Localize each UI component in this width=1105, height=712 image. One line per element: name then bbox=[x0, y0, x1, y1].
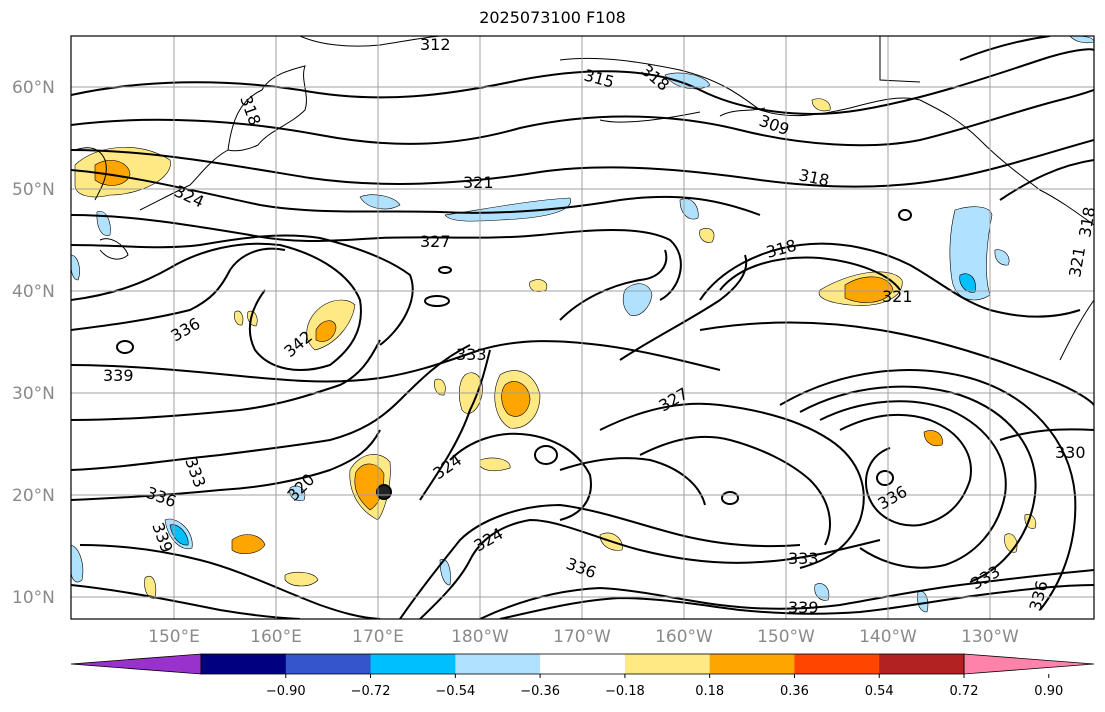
contour-label: 333 bbox=[788, 549, 819, 568]
lat-label: 50°N bbox=[12, 180, 55, 200]
colorbar-label: 0.36 bbox=[780, 684, 809, 699]
colorbar-swatch bbox=[370, 654, 456, 674]
colorbar-label: 0.54 bbox=[865, 684, 894, 699]
colorbar-label: −0.18 bbox=[605, 684, 645, 699]
lon-label: 160°W bbox=[655, 627, 713, 647]
lon-label: 140°W bbox=[859, 627, 917, 647]
contour-label: 333 bbox=[456, 345, 487, 364]
lon-label: 160°E bbox=[250, 627, 302, 647]
colorbar-swatch bbox=[285, 654, 372, 674]
lat-label: 20°N bbox=[12, 486, 55, 506]
colorbar-label: −0.90 bbox=[266, 684, 306, 699]
colorbar-label: 0.18 bbox=[695, 684, 724, 699]
contour-label: 330 bbox=[1055, 443, 1086, 462]
colorbar-extend-high bbox=[963, 653, 1095, 675]
lat-label: 40°N bbox=[12, 282, 55, 302]
contour-label: 327 bbox=[420, 232, 451, 251]
colorbar-swatch bbox=[709, 654, 795, 674]
contour-label: 321 bbox=[463, 173, 494, 192]
colorbar-label: −0.72 bbox=[351, 684, 391, 699]
colorbar-label: −0.54 bbox=[435, 684, 475, 699]
lon-label: 150°E bbox=[148, 627, 200, 647]
longitude-labels: 150°E 160°E 170°E 180°W 170°W 160°W 150°… bbox=[148, 627, 1019, 647]
colorbar-swatch bbox=[794, 654, 880, 674]
lon-label: 180°W bbox=[451, 627, 509, 647]
colorbar-swatch bbox=[201, 654, 287, 674]
latitude-labels: 60°N 50°N 40°N 30°N 20°N 10°N bbox=[12, 78, 55, 608]
contour-label: 318 bbox=[1075, 205, 1099, 238]
lat-label: 60°N bbox=[12, 78, 55, 98]
contour-label: 339 bbox=[103, 366, 134, 385]
contour-label: 312 bbox=[420, 35, 451, 54]
colorbar-swatch bbox=[540, 654, 626, 674]
colorbar-label: 0.72 bbox=[950, 684, 979, 699]
shaded-field bbox=[71, 36, 1094, 613]
colorbar-label: 0.90 bbox=[1034, 684, 1063, 699]
lat-label: 10°N bbox=[12, 588, 55, 608]
lon-label: 170°E bbox=[352, 627, 404, 647]
lon-label: 130°W bbox=[961, 627, 1019, 647]
lat-label: 30°N bbox=[12, 384, 55, 404]
colorbar-label: −0.36 bbox=[520, 684, 560, 699]
colorbar-extend-low bbox=[70, 653, 202, 675]
lon-label: 170°W bbox=[553, 627, 611, 647]
contour-closed bbox=[116, 209, 912, 505]
map-title: 2025073100 F108 bbox=[479, 8, 626, 27]
colorbar-outline bbox=[200, 653, 965, 675]
colorbar-swatch bbox=[879, 654, 965, 674]
contour-label: 321 bbox=[882, 287, 913, 306]
colorbar-swatch bbox=[455, 654, 541, 674]
contour-label: 339 bbox=[788, 598, 819, 617]
colorbar-swatch bbox=[624, 654, 711, 674]
map-frame bbox=[70, 35, 1095, 620]
lon-label: 150°W bbox=[757, 627, 815, 647]
colorbar: −0.90 −0.72 −0.54 −0.36 −0.18 0.18 0.36 0.54 0.7… bbox=[70, 653, 1095, 699]
contour-lines bbox=[71, 36, 1094, 619]
graticule bbox=[71, 36, 1094, 619]
